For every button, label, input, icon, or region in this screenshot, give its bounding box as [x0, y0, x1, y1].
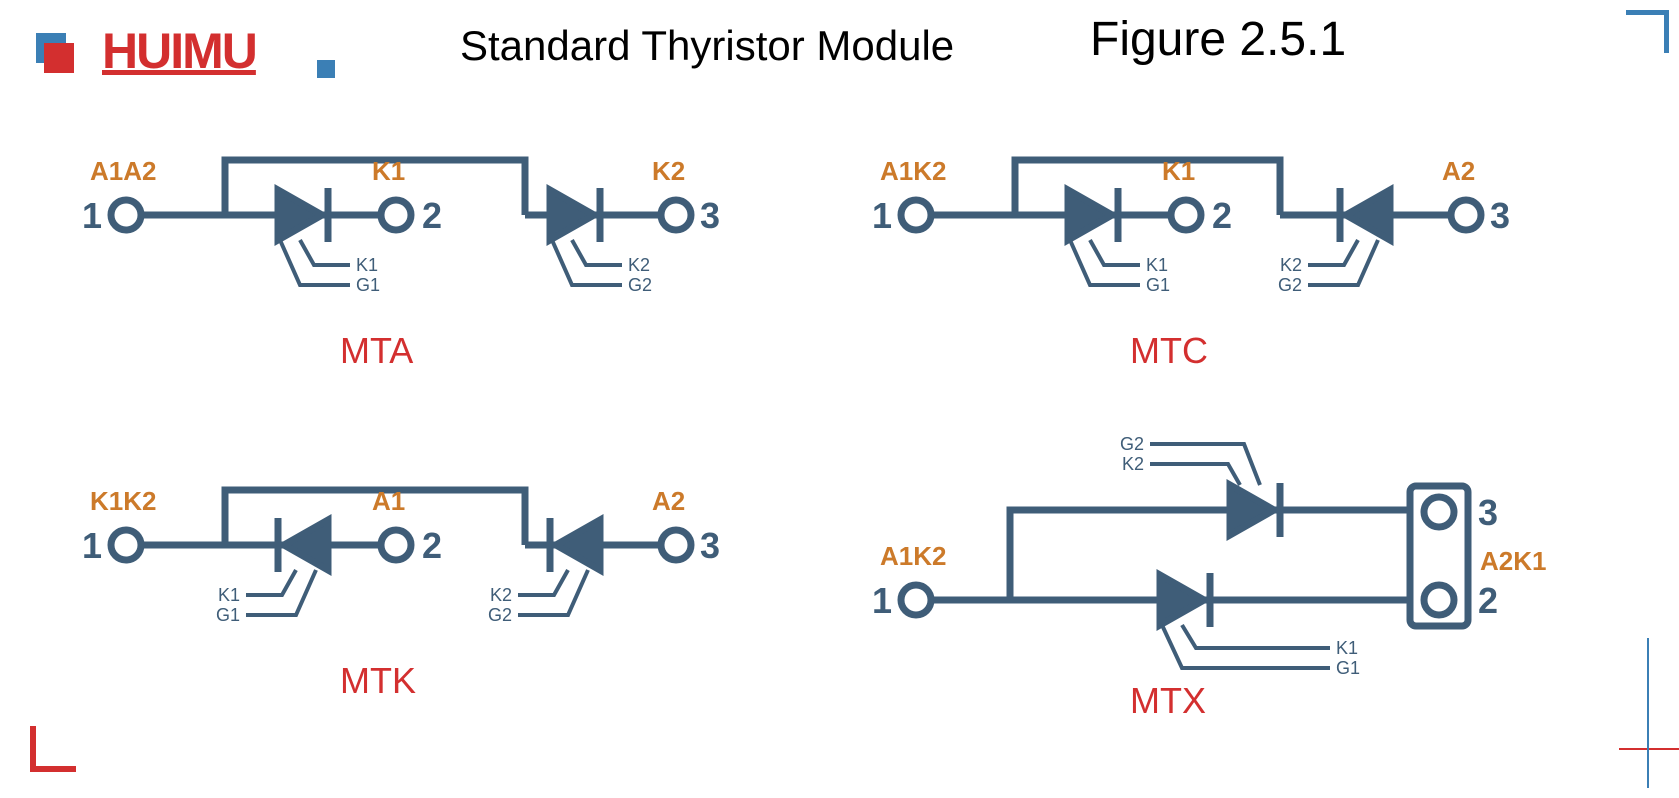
diagram-name-mtc: MTC — [1130, 330, 1208, 372]
gate-g2: G2 — [488, 605, 512, 625]
term-3: 3 — [700, 525, 720, 566]
diagram-mtx: 1 2 3 A1K2 A2K1 K1 G1 G2 K2 MTX — [870, 430, 1570, 695]
term-1: 1 — [82, 195, 102, 236]
term-2: 2 — [1212, 195, 1232, 236]
term-1: 1 — [82, 525, 102, 566]
term-3: 3 — [1478, 492, 1498, 533]
pin-p2: A1 — [372, 486, 405, 516]
gate-g1: G1 — [1146, 275, 1170, 295]
gate-k1: K1 — [1146, 255, 1168, 275]
gate-k2: K2 — [1122, 454, 1144, 474]
pin-p23: A2K1 — [1480, 546, 1546, 576]
diagram-mtc: 1 2 3 A1K2 K1 A2 K1 G1 K2 G2 MTC — [870, 140, 1550, 345]
pin-p3: A2 — [1442, 156, 1475, 186]
pin-p1: A1K2 — [880, 156, 946, 186]
pin-p1: A1A2 — [90, 156, 156, 186]
brand-name: HUIMU — [102, 22, 256, 80]
pin-p1: A1K2 — [880, 541, 946, 571]
term-2: 2 — [422, 525, 442, 566]
gate-k1: K1 — [218, 585, 240, 605]
term-3: 3 — [700, 195, 720, 236]
gate-g1: G1 — [216, 605, 240, 625]
gate-k2: K2 — [628, 255, 650, 275]
figure-number: Figure 2.5.1 — [1090, 12, 1346, 67]
pin-p3: A2 — [652, 486, 685, 516]
gate-g2: G2 — [628, 275, 652, 295]
diagram-mtk: 1 2 3 K1K2 A1 A2 K1 G1 K2 G2 MTK — [80, 470, 760, 675]
term-3: 3 — [1490, 195, 1510, 236]
gate-g1: G1 — [356, 275, 380, 295]
gate-g1: G1 — [1336, 658, 1360, 678]
accent-square-icon — [317, 60, 335, 78]
diagram-name-mtk: MTK — [340, 660, 416, 702]
term-1: 1 — [872, 195, 892, 236]
gate-k2: K2 — [1280, 255, 1302, 275]
pin-p3: K2 — [652, 156, 685, 186]
diagram-name-mta: MTA — [340, 330, 413, 372]
pin-p1: K1K2 — [90, 486, 156, 516]
gate-k1: K1 — [356, 255, 378, 275]
pin-p2: K1 — [1162, 156, 1195, 186]
page-title: Standard Thyristor Module — [460, 22, 954, 70]
diagram-mta: 1 2 3 A1A2 K1 K2 K1 G1 K2 G2 MTA — [80, 140, 760, 345]
term-2: 2 — [422, 195, 442, 236]
gate-k1: K1 — [1336, 638, 1358, 658]
corner-decoration-tr — [1626, 10, 1669, 53]
term-2: 2 — [1478, 580, 1498, 621]
gate-g2: G2 — [1278, 275, 1302, 295]
corner-decoration-bl — [30, 726, 76, 772]
gate-g2: G2 — [1120, 434, 1144, 454]
gate-k2: K2 — [490, 585, 512, 605]
term-1: 1 — [872, 580, 892, 621]
diagram-name-mtx: MTX — [1130, 680, 1206, 722]
pin-p2: K1 — [372, 156, 405, 186]
